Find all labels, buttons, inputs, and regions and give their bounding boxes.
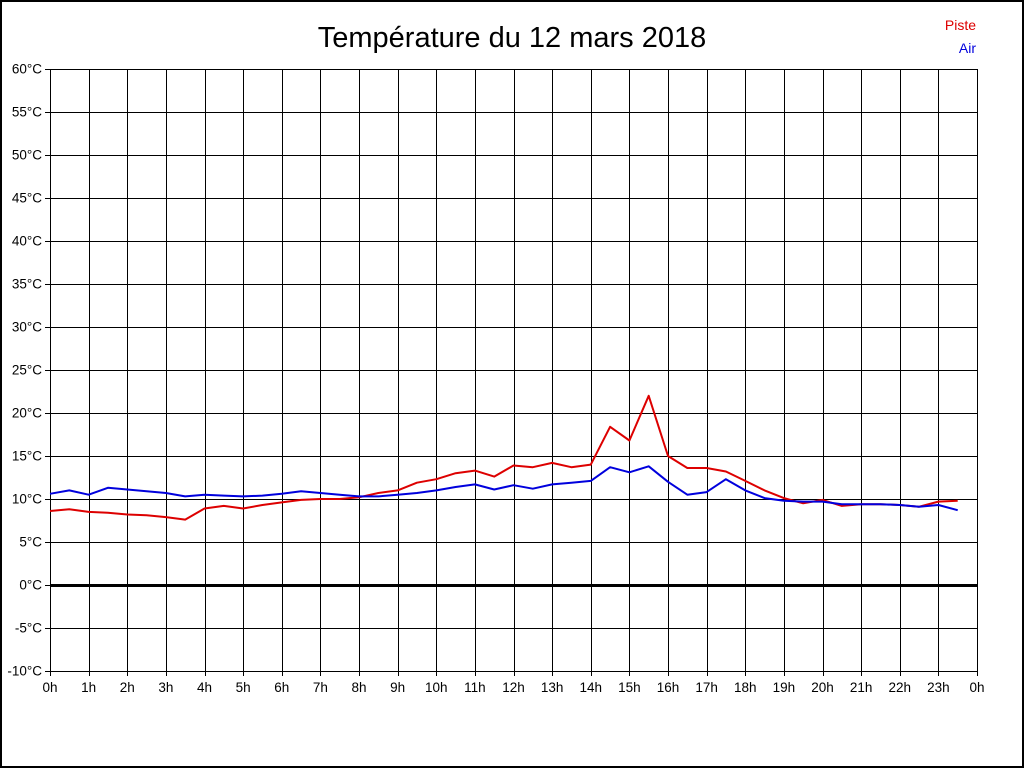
- x-tick-label: 17h: [695, 680, 718, 695]
- air-line: [49, 465, 958, 512]
- grid-lines: [50, 69, 978, 672]
- chart-title: Température du 12 mars 2018: [317, 22, 707, 54]
- y-tick-label: 25°C: [12, 363, 42, 378]
- x-tick-label: 10h: [425, 680, 448, 695]
- x-tick-label: 21h: [850, 680, 873, 695]
- x-axis-labels: 0h 1h 2h 3h 4h 5h 6h 7h 8h 9h 10h 11h 12h 13h 14h 15h 16…: [42, 680, 984, 695]
- x-tick-label: 6h: [274, 680, 289, 695]
- y-tick-label: 20°C: [12, 406, 42, 421]
- x-tick-label: 22h: [888, 680, 911, 695]
- x-tick-label: 3h: [158, 680, 173, 695]
- x-tick-label: 0h: [969, 680, 984, 695]
- x-tick-label: 9h: [390, 680, 405, 695]
- x-tick-label: 8h: [351, 680, 366, 695]
- x-tick-label: 5h: [236, 680, 251, 695]
- y-tick-label: 50°C: [12, 148, 42, 163]
- x-tick-label: 4h: [197, 680, 212, 695]
- y-tick-label: 10°C: [12, 492, 42, 507]
- y-tick-label: 35°C: [12, 277, 42, 292]
- legend: Piste Air: [945, 14, 976, 60]
- x-tick-label: 14h: [579, 680, 602, 695]
- x-tick-label: 7h: [313, 680, 328, 695]
- y-axis-labels: 60°C 55°C 50°C 45°C 40°C 35°C 30°C 25°C 20°C 15°C…: [7, 62, 42, 679]
- y-tick-label: 40°C: [12, 234, 42, 249]
- x-tick-label: 16h: [657, 680, 680, 695]
- y-tick-label: 15°C: [12, 449, 42, 464]
- y-tick-label: 0°C: [19, 578, 42, 593]
- y-tick-label: -10°C: [7, 664, 42, 679]
- y-tick-label: 55°C: [12, 105, 42, 120]
- legend-item-piste: Piste: [944, 17, 976, 33]
- x-tick-label: 11h: [464, 680, 486, 695]
- axis-ticks: [45, 69, 978, 676]
- legend-item-air: Air: [958, 40, 976, 56]
- y-tick-label: 30°C: [12, 320, 42, 335]
- x-tick-label: 12h: [502, 680, 525, 695]
- x-tick-label: 13h: [541, 680, 564, 695]
- x-tick-label: 18h: [734, 680, 757, 695]
- x-tick-label: 15h: [618, 680, 641, 695]
- y-tick-label: 60°C: [12, 62, 42, 77]
- x-tick-label: 20h: [811, 680, 834, 695]
- y-tick-label: 5°C: [19, 535, 42, 550]
- x-tick-label: 1h: [81, 680, 96, 695]
- x-tick-label: 0h: [42, 680, 57, 695]
- piste-line: [49, 394, 958, 521]
- x-tick-label: 2h: [120, 680, 135, 695]
- y-tick-label: 45°C: [12, 191, 42, 206]
- y-tick-label: -5°C: [15, 621, 42, 636]
- x-tick-label: 23h: [927, 680, 950, 695]
- x-tick-label: 19h: [773, 680, 796, 695]
